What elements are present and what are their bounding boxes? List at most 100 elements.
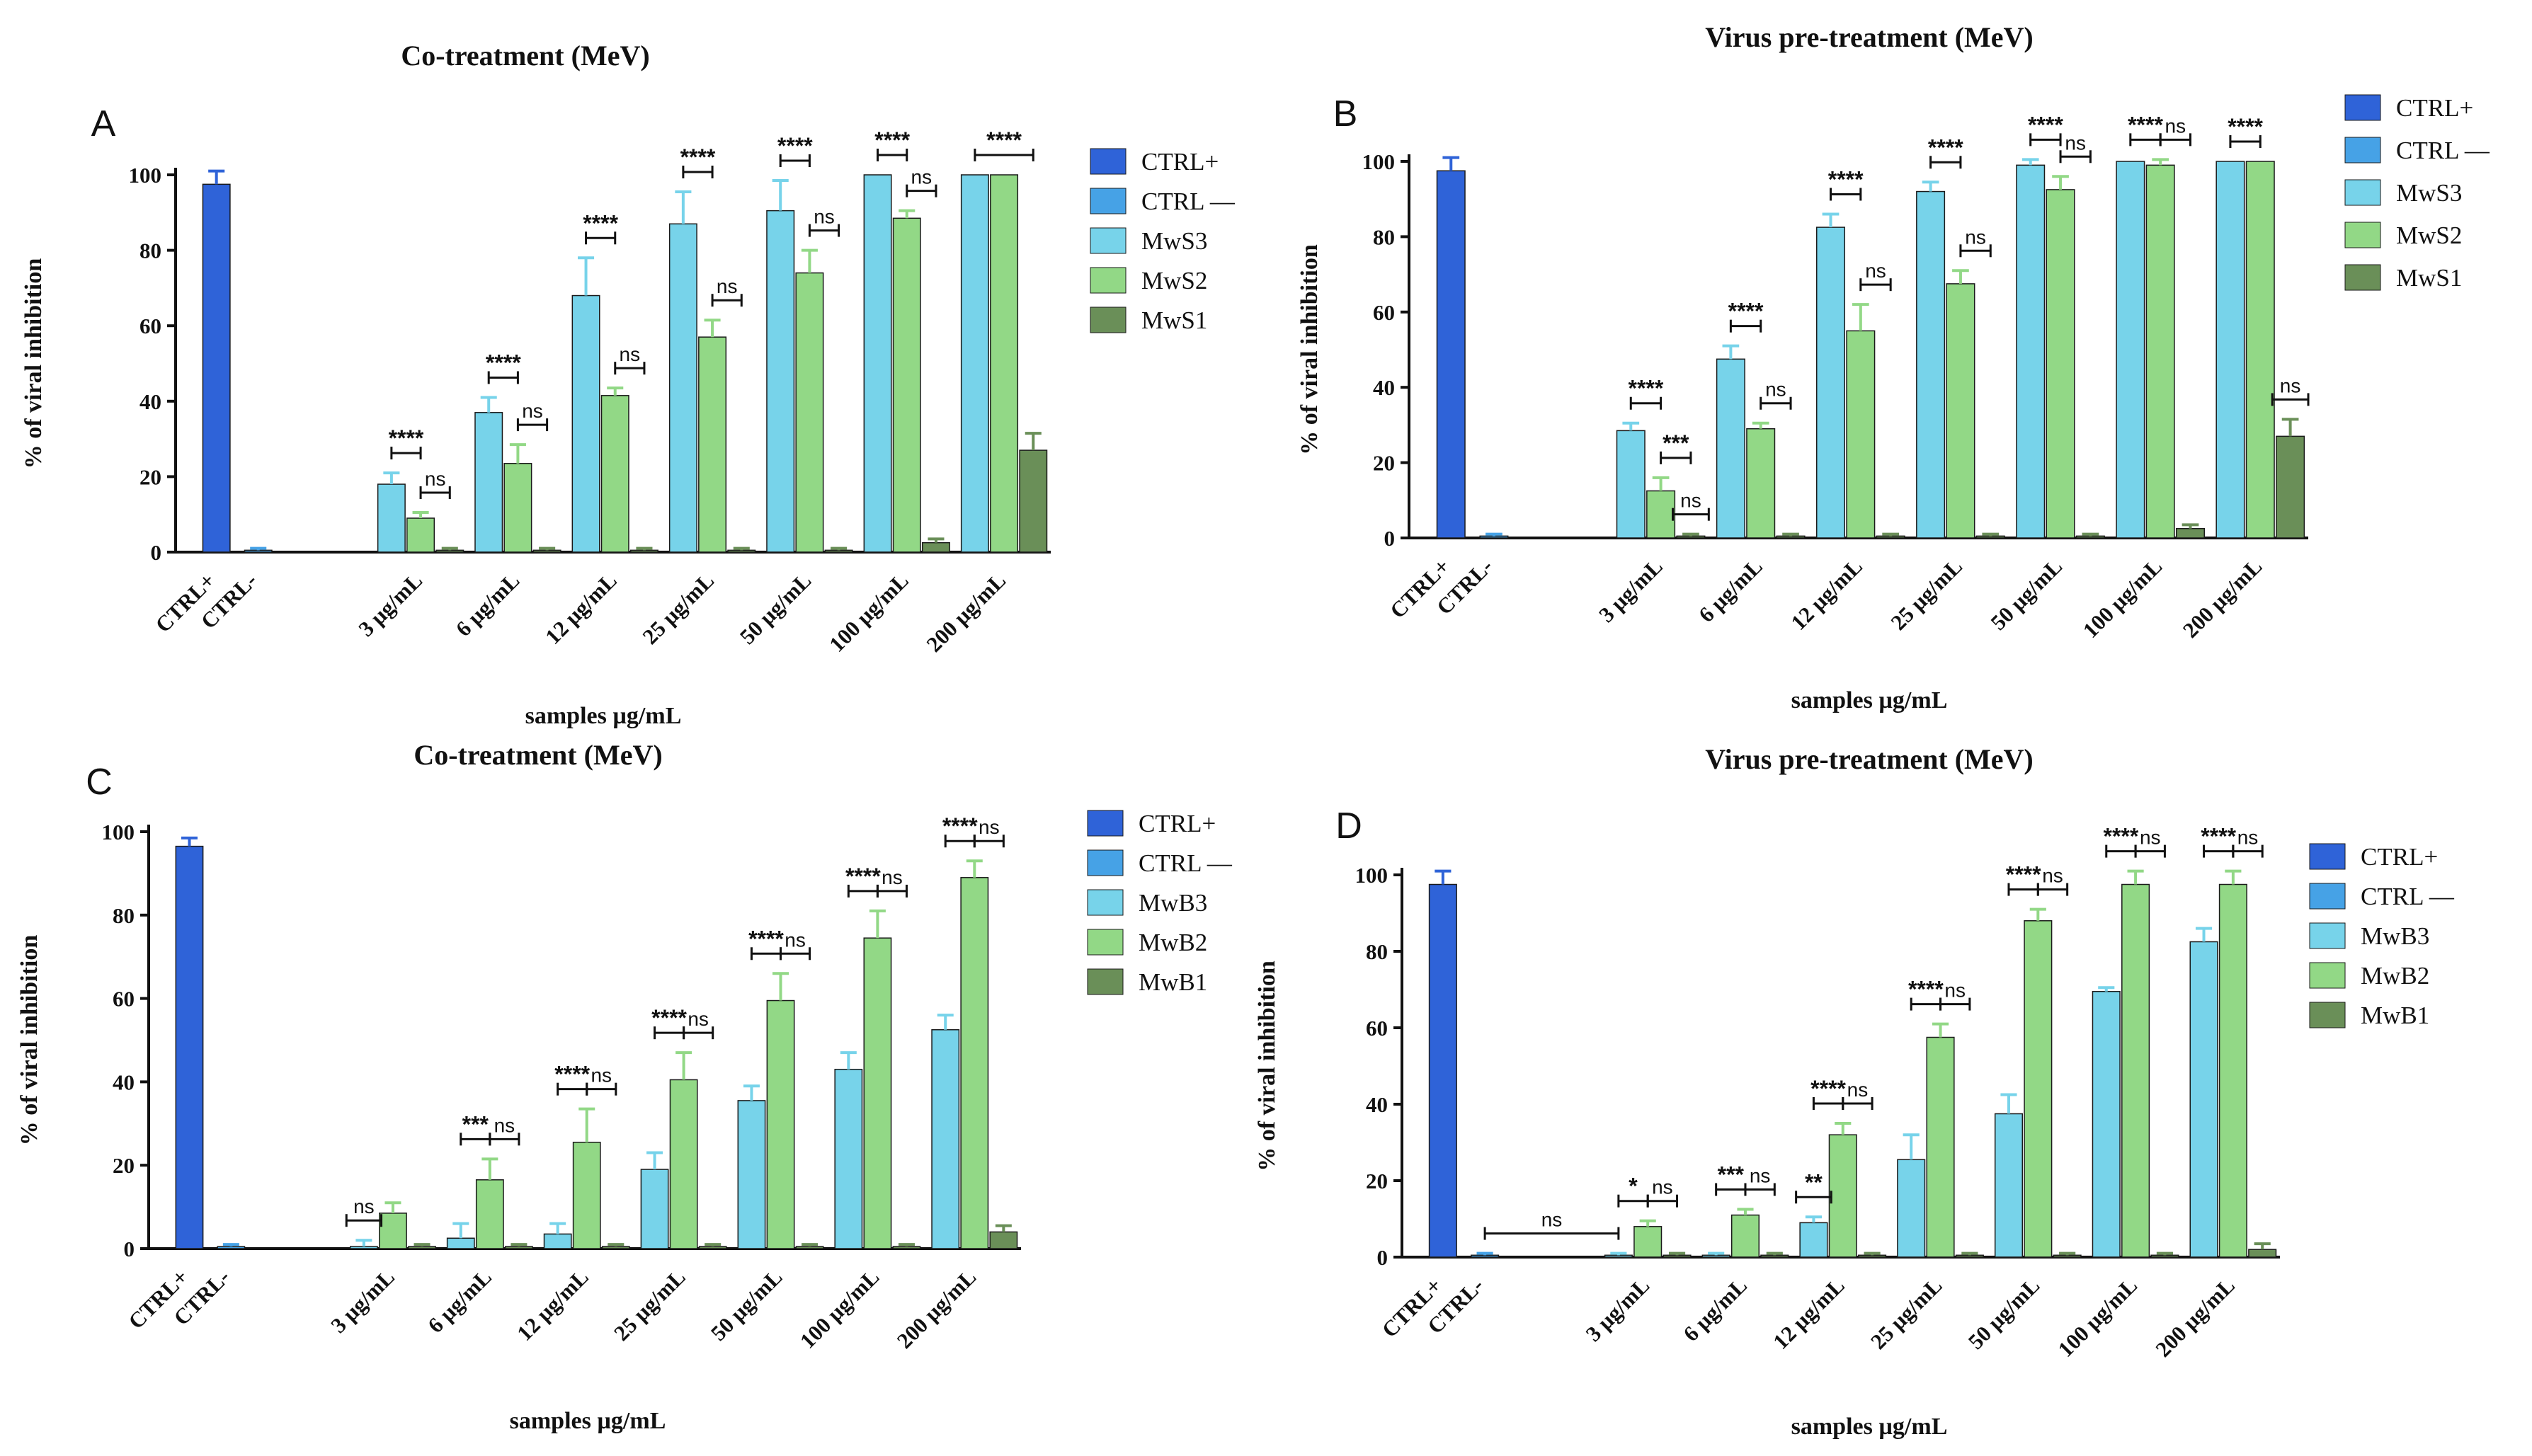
x-tick-label: 50 µg/mL [1986,554,2068,635]
y-tick-label: 40 [139,389,161,414]
bar-mws2 [1646,490,1676,539]
bar-mws3 [377,483,406,553]
y-tick-label: 20 [139,464,161,489]
sig-label: *** [1718,1162,1745,1188]
sig-label: ns [353,1196,375,1217]
bar-mws3 [2216,161,2245,539]
sig-label: **** [1728,299,1764,324]
bar-mwb2 [2121,883,2150,1258]
bar-mws1 [435,549,464,553]
panel-letter: B [1333,93,1358,134]
y-axis-label: % of viral inhibition [1296,244,1323,455]
sig-label: **** [2028,112,2063,137]
bar-mws3 [1716,358,1745,539]
sig-label: ns [1847,1079,1869,1101]
x-tick-label: 50 µg/mL [706,1264,787,1346]
bar-mwb3 [737,1100,766,1249]
y-tick-label: 60 [113,987,135,1011]
legend-swatch [1087,929,1124,956]
legend-label: CTRL — [1139,849,1233,877]
bar-mwb2 [1730,1214,1760,1258]
legend-swatch [2344,179,2381,206]
bar-mws1 [629,549,658,553]
bar-ctrl+ [202,183,231,553]
panel-D: Virus pre-treatment (MeV) D % of viral inh… [1254,743,2455,1440]
bar-mws1 [2276,435,2305,539]
legend-label: CTRL+ [1139,810,1216,837]
y-tick-label: 0 [1377,1245,1388,1270]
sig-label: **** [1928,134,1963,160]
bar-mwb1 [601,1246,630,1249]
bar-ctrl+ [1436,170,1466,539]
legend-label: CTRL — [1141,188,1236,215]
legend-swatch [1090,148,1127,175]
bar-mws2 [990,174,1019,553]
bar-mws2 [2145,164,2175,539]
bar-mwb1 [2248,1249,2277,1258]
sig-label: **** [2006,862,2041,888]
y-tick-label: 100 [129,163,162,188]
x-axis-label: samples µg/mL [1791,687,1948,713]
sig-label: **** [1908,977,1944,1002]
x-tick-label: 100 µg/mL [824,568,913,657]
legend-swatch [2309,922,2346,949]
bar-mwb3 [640,1169,669,1249]
chart-title: Co-treatment (MeV) [401,40,649,71]
legend-label: MwB2 [1139,929,1207,956]
bar-mws2 [406,517,435,553]
bar-mwb1 [2053,1254,2082,1258]
y-tick-label: 80 [139,239,161,263]
bar-mwb2 [379,1213,407,1249]
sig-label: ns [1680,490,1701,512]
sig-label: **** [2128,112,2163,137]
x-tick-label: 6 µg/mL [423,1264,496,1338]
bar-mwb3 [349,1246,378,1249]
sig-label: ns [1965,226,1986,248]
bar-mwb2 [475,1179,504,1249]
sig-label: ns [1865,260,1886,282]
bar-mws1 [1676,535,1706,539]
sig-label: ns [2140,827,2161,849]
sig-label: ns [2165,115,2186,137]
x-tick-label: 100 µg/mL [795,1264,884,1353]
sig-label: ns [425,468,446,490]
sig-label: **** [2104,824,2139,849]
x-tick-label: 25 µg/mL [1866,1273,1947,1354]
bar-ctrl [1479,535,1509,539]
x-tick-label: 12 µg/mL [1768,1273,1849,1354]
y-tick-label: 20 [1373,451,1395,476]
sig-label: **** [1629,376,1664,401]
chart-title: Virus pre-treatment (MeV) [1705,21,2034,53]
bar-mws3 [960,174,989,553]
x-tick-label: 50 µg/mL [735,568,816,649]
y-axis-label: % of viral inhibition [21,258,47,469]
sig-label: **** [680,144,716,170]
bar-mwb3 [1994,1113,2024,1258]
x-tick-label: 100 µg/mL [2053,1273,2142,1362]
sig-label: ns [1750,1165,1771,1187]
bar-mwb1 [1955,1254,1984,1258]
x-tick-label: 25 µg/mL [637,568,719,649]
x-tick-label: 12 µg/mL [1786,554,1867,635]
bar-mwb3 [834,1068,863,1249]
bar-mws2 [698,336,727,553]
bar-mws1 [921,541,950,553]
bar-mws1 [1876,535,1905,539]
bar-mwb2 [1926,1036,1955,1258]
bar-mws1 [824,549,853,553]
bar-ctrl [217,1246,246,1249]
sig-label: ns [2280,374,2301,396]
x-tick-label: 25 µg/mL [1886,554,1967,635]
bar-mws2 [795,272,824,553]
bar-mws1 [1019,449,1048,553]
y-tick-label: 40 [1373,375,1395,400]
sig-label: ns [882,866,903,888]
sig-label: ns [979,816,1000,838]
x-axis-label: samples µg/mL [525,703,682,729]
legend-swatch [1090,306,1127,333]
legend-label: CTRL — [2361,883,2455,910]
y-tick-label: 40 [113,1070,135,1094]
sig-label: ns [1944,980,1966,1002]
y-tick-label: 100 [102,820,135,844]
bar-ctrl [244,549,273,553]
